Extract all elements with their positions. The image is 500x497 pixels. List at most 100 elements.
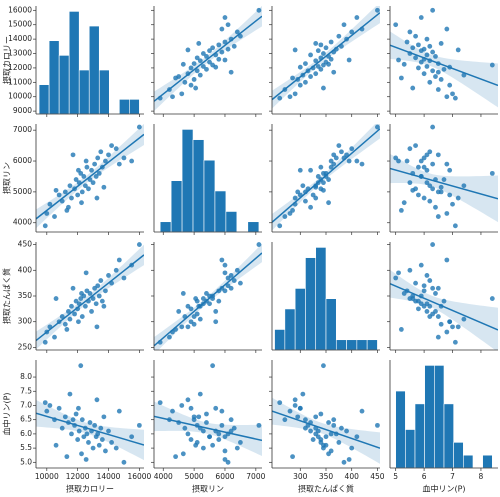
hist-bar: [405, 429, 416, 469]
scatter-point: [216, 298, 222, 304]
scatter-point: [321, 363, 326, 369]
scatter-point: [287, 408, 293, 414]
scatter-point: [292, 47, 298, 53]
scatter-point: [461, 183, 467, 189]
scatter-point: [180, 291, 186, 296]
scatter-point: [455, 324, 461, 330]
y-tick-label: 450: [18, 240, 33, 249]
x-tick-label: 10000: [35, 472, 59, 481]
scatter-point: [407, 267, 413, 273]
scatter-point: [331, 69, 337, 75]
scatter-point: [435, 69, 441, 75]
scatter-point: [81, 174, 87, 179]
ci-band: [272, 397, 380, 464]
scatter-point: [188, 65, 194, 71]
scatter-point: [44, 408, 50, 414]
scatter-point: [318, 437, 324, 442]
x-axis-label: 摂取リン: [192, 484, 224, 494]
scatter-point: [354, 434, 360, 440]
scatter-point: [339, 425, 344, 431]
scatter-point: [416, 298, 421, 304]
hist-bar: [315, 247, 327, 351]
scatter-point: [303, 198, 308, 204]
scatter-point: [228, 285, 234, 291]
y-tick-label: 14000: [8, 34, 32, 43]
x-tick-label: 4000: [154, 472, 173, 481]
scatter-point: [188, 306, 194, 312]
panel: 9000 10000 11000 12000 13000 14000 15000 16000: [8, 5, 144, 117]
scatter-point: [452, 223, 458, 229]
regression-line: [36, 133, 144, 220]
scatter-point: [53, 296, 59, 301]
scatter-point: [430, 285, 436, 291]
scatter-point: [313, 41, 319, 46]
scatter-point: [62, 189, 68, 195]
hist-bar: [424, 365, 435, 469]
scatter-point: [42, 223, 48, 229]
scatter-point: [313, 414, 319, 420]
scatter-point: [435, 214, 441, 219]
scatter-point: [52, 334, 57, 340]
scatter-point: [185, 324, 191, 330]
scatter-point: [359, 161, 365, 167]
scatter-point: [167, 334, 172, 340]
plot-area: [154, 6, 262, 112]
scatter-point: [418, 158, 424, 164]
scatter-point: [349, 29, 355, 35]
hist-bar: [274, 329, 286, 351]
scatter-point: [438, 184, 444, 190]
scatter-point: [326, 451, 331, 457]
plot-area: [36, 124, 144, 229]
scatter-point: [136, 242, 142, 247]
scatter-point: [109, 440, 114, 445]
y-tick-label: 9000: [13, 106, 32, 115]
scatter-point: [113, 146, 119, 152]
scatter-point: [455, 195, 461, 201]
scatter-point: [413, 55, 418, 61]
scatter-point: [129, 434, 135, 440]
panel: [387, 242, 498, 353]
scatter-point: [290, 454, 295, 460]
scatter-point: [94, 195, 100, 201]
scatter-point: [290, 75, 295, 81]
hist-bar: [48, 40, 60, 115]
scatter-point: [94, 324, 100, 330]
scatter-point: [444, 94, 450, 100]
scatter-point: [79, 291, 84, 296]
scatter-point: [441, 66, 447, 72]
scatter-point: [83, 158, 89, 164]
scatter-point: [207, 59, 212, 65]
scatter-point: [222, 15, 228, 20]
scatter-point: [300, 183, 306, 189]
scatter-point: [328, 158, 334, 164]
scatter-point: [116, 257, 122, 263]
scatter-point: [73, 177, 79, 182]
scatter-point: [179, 91, 185, 97]
scatter-point: [435, 87, 441, 92]
panel: [387, 124, 498, 235]
scatter-point: [326, 177, 331, 182]
scatter-point: [447, 319, 453, 325]
scatter-point: [79, 200, 84, 206]
scatter-point: [182, 79, 188, 85]
scatter-point: [424, 52, 430, 58]
y-tick-label: 12000: [8, 63, 32, 72]
scatter-point: [421, 195, 427, 201]
hist-bar: [434, 365, 445, 469]
scatter-point: [433, 204, 438, 210]
hist-bar: [443, 403, 454, 469]
scatter-point: [256, 422, 262, 428]
scatter-point: [157, 400, 163, 406]
panel: 300 350 400 450: [269, 360, 385, 481]
scatter-point: [197, 316, 203, 322]
regression-line: [390, 283, 498, 331]
scatter-point: [93, 174, 99, 179]
scatter-point: [424, 180, 430, 186]
x-tick-label: 5000: [185, 472, 204, 481]
scatter-point: [421, 46, 427, 52]
scatter-point: [346, 457, 352, 462]
regression-line: [272, 410, 380, 449]
scatter-point: [87, 420, 93, 425]
scatter-point: [222, 457, 228, 462]
